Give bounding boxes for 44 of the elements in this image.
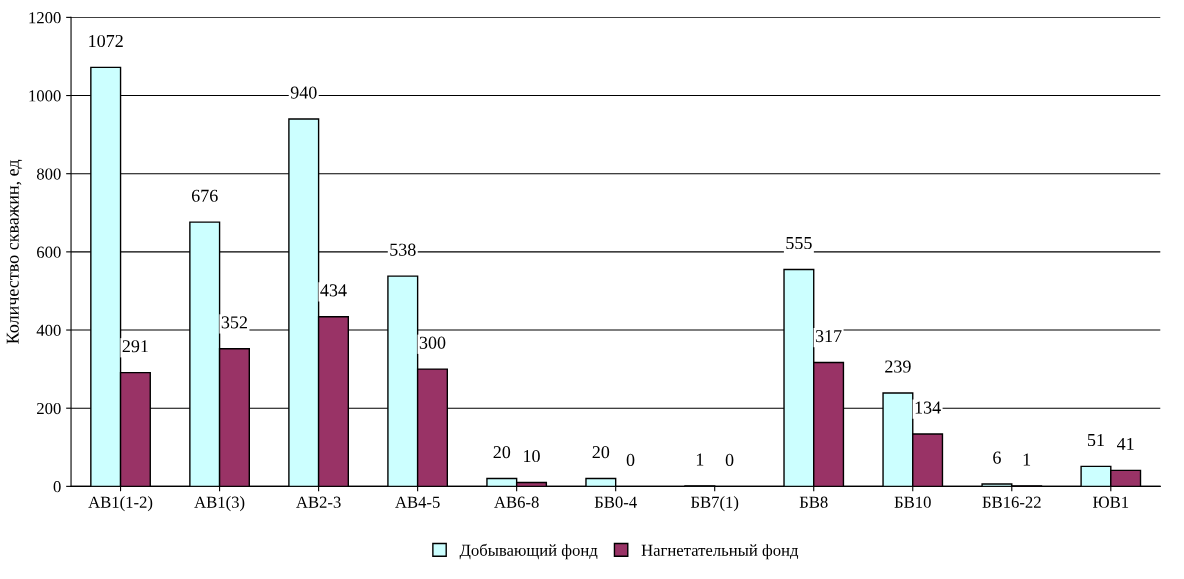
data-label: 0 — [725, 453, 734, 467]
data-label: 317 — [815, 330, 842, 343]
data-label: 10 — [524, 449, 540, 463]
data-label: 300 — [419, 336, 446, 349]
y-tick-label: 0 — [53, 481, 61, 493]
x-tick-label: БВ0-4 — [594, 496, 637, 508]
data-label: 1072 — [89, 34, 123, 48]
data-label: 134 — [915, 401, 941, 414]
data-label: 41 — [1116, 437, 1134, 450]
x-tick-label: БВ16-22 — [982, 496, 1041, 508]
data-label: 239 — [885, 360, 911, 373]
data-label: 434 — [320, 284, 347, 297]
data-label: 352 — [221, 316, 247, 329]
data-label: 0 — [626, 453, 635, 467]
data-label: 1 — [696, 453, 704, 466]
x-tick-label: БВ10 — [894, 496, 931, 508]
x-tick-label: ЮВ1 — [1093, 496, 1129, 508]
y-tick-label: 400 — [36, 324, 61, 336]
data-label: 676 — [191, 189, 218, 202]
x-tick-label: АВ1(1-2) — [88, 496, 153, 512]
y-tick-label: 1000 — [29, 90, 61, 102]
data-label: 20 — [493, 446, 511, 459]
data-label: 51 — [1087, 434, 1104, 447]
data-label: 555 — [786, 237, 812, 250]
x-tick-label: АВ1(3) — [194, 496, 245, 512]
x-tick-label: АВ6-8 — [494, 496, 539, 508]
legend-label: Добывающий фонд — [459, 543, 598, 560]
legend-label: Нагнетательный фонд — [641, 544, 799, 560]
y-axis-title: Количество скважин, ед — [6, 159, 23, 344]
data-label: 291 — [122, 340, 148, 353]
data-label: 6 — [993, 451, 1001, 464]
data-label: 1 — [1023, 453, 1031, 466]
x-tick-label: БВ7(1) — [690, 496, 739, 512]
data-label: 20 — [592, 446, 610, 459]
y-tick-label: 600 — [37, 246, 61, 258]
x-tick-label: АВ2-3 — [296, 496, 341, 508]
data-label: 538 — [390, 243, 416, 256]
y-tick-label: 1200 — [29, 12, 61, 24]
x-tick-label: БВ8 — [799, 496, 828, 508]
y-tick-label: 800 — [36, 168, 61, 180]
bar — [585, 477, 617, 487]
x-tick-label: АВ4-5 — [395, 496, 440, 508]
y-tick-label: 200 — [37, 402, 61, 415]
data-label: 940 — [290, 86, 317, 99]
